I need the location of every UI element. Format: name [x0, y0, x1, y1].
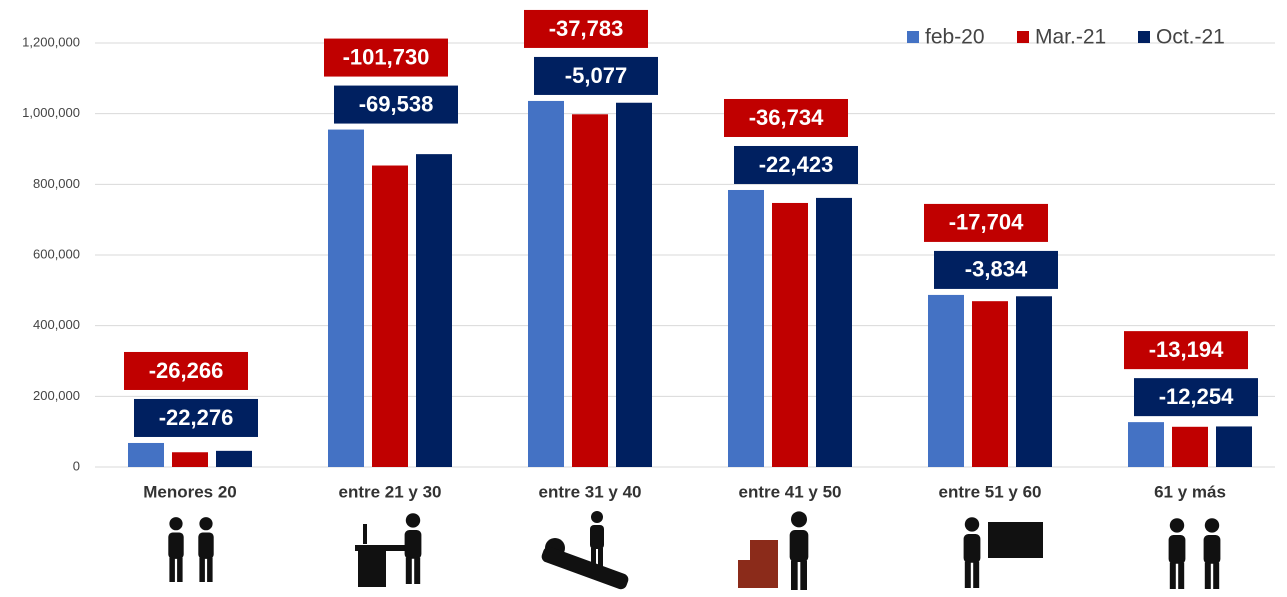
annotation-label: -22,276 [159, 405, 234, 430]
icon-office [355, 513, 422, 587]
bar [528, 100, 564, 468]
annotation-box [734, 145, 858, 184]
annotation-label: -5,077 [565, 63, 627, 88]
y-tick-label: 1,000,000 [22, 105, 80, 120]
annotation-box [124, 351, 248, 390]
annotation-box [724, 98, 848, 137]
annotation-box [324, 38, 448, 77]
annotation-label: -36,734 [749, 105, 824, 130]
legend-label: feb-20 [925, 26, 985, 49]
bar [572, 114, 608, 467]
bar [128, 442, 164, 467]
x-tick-label: entre 41 y 50 [738, 482, 841, 501]
annotation-label: -22,423 [759, 152, 834, 177]
bar [1172, 426, 1208, 467]
annotation-label: -17,704 [949, 210, 1024, 235]
legend-swatch [1017, 31, 1029, 43]
bar [928, 294, 964, 467]
legend-label: Oct.-21 [1156, 26, 1225, 49]
bar [1016, 296, 1052, 467]
y-tick-label: 600,000 [33, 246, 80, 261]
icon-teacher [963, 517, 1043, 588]
legend-swatch [907, 31, 919, 43]
icon-elderly [1168, 518, 1221, 589]
y-tick-label: 400,000 [33, 317, 80, 332]
annotation-label: -3,834 [965, 257, 1028, 282]
annotation-label: -69,538 [359, 91, 434, 116]
x-tick-label: 61 y más [1154, 482, 1226, 501]
bar [1216, 426, 1252, 467]
legend-label: Mar.-21 [1035, 26, 1106, 49]
annotation-box [524, 9, 648, 48]
legend-swatch [1138, 31, 1150, 43]
x-tick-label: entre 51 y 60 [938, 482, 1041, 501]
annotation-box [534, 56, 658, 95]
annotation-box [134, 398, 258, 437]
x-tick-label: Menores 20 [143, 482, 237, 501]
bar [216, 450, 252, 467]
x-tick-label: entre 31 y 40 [538, 482, 641, 501]
annotation-label: -26,266 [149, 358, 224, 383]
annotation-label: -12,254 [1159, 384, 1234, 409]
bar [172, 452, 208, 467]
y-tick-label: 800,000 [33, 176, 80, 191]
y-tick-label: 1,200,000 [22, 34, 80, 49]
x-tick-label: entre 21 y 30 [338, 482, 441, 501]
annotation-box [1134, 378, 1258, 417]
icons [168, 511, 1221, 590]
icon-builder [738, 511, 809, 590]
annotation-label: -13,194 [1149, 337, 1224, 362]
annotation-box [334, 85, 458, 124]
icon-doctor [541, 511, 629, 590]
bar [972, 301, 1008, 467]
icon-youth [198, 517, 214, 582]
bar [372, 165, 408, 467]
annotation-label: -37,783 [549, 16, 624, 41]
bar [328, 129, 364, 468]
y-tick-label: 0 [73, 458, 80, 473]
bar [816, 197, 852, 467]
annotation-box [924, 203, 1048, 242]
icon-youth [168, 517, 184, 582]
annotation-box [1124, 331, 1248, 370]
bar [416, 154, 452, 467]
bar [772, 202, 808, 468]
annotation-box [934, 250, 1058, 289]
bar [728, 189, 764, 467]
bar [616, 102, 652, 467]
y-tick-label: 200,000 [33, 388, 80, 403]
annotation-label: -101,730 [343, 44, 430, 69]
bar [1128, 422, 1164, 467]
